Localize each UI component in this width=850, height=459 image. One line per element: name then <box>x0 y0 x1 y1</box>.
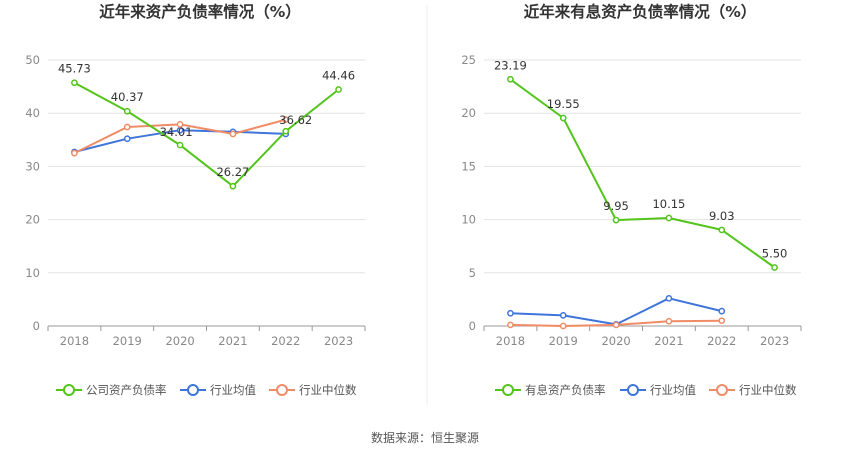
x-tick-label: 2023 <box>324 334 353 348</box>
x-tick-label: 2021 <box>218 334 247 348</box>
data-label: 44.46 <box>322 68 355 82</box>
y-tick-label: 5 <box>469 266 476 280</box>
legend-item-label: 有息资产负债率 <box>525 383 606 397</box>
y-tick-label: 10 <box>461 213 476 227</box>
chart-1: 近年来资产负债率情况（%） 0 10 20 30 40 50 2018 2019 2020 2021… <box>25 2 366 397</box>
y-tick-label: 20 <box>461 106 476 120</box>
y-tick-label: 25 <box>461 53 476 67</box>
data-label: 36.62 <box>279 113 312 127</box>
legend-item-label: 公司资产负债率 <box>86 383 167 397</box>
x-tick-label: 2018 <box>496 334 525 348</box>
y-tick-label: 20 <box>25 213 40 227</box>
x-tick-label: 2019 <box>549 334 578 348</box>
y-tick-label: 50 <box>25 53 40 67</box>
series-1-point <box>176 141 184 149</box>
series-3-point <box>123 123 131 131</box>
y-tick-label: 15 <box>461 159 476 173</box>
series-2-point <box>507 309 514 317</box>
legend-swatch-marker <box>276 384 288 396</box>
y-tick-label: 30 <box>25 159 40 173</box>
x-tick-label: 2022 <box>707 334 736 348</box>
data-label: 19.55 <box>547 97 580 111</box>
x-tick-label: 2018 <box>60 334 89 348</box>
series-1-point <box>559 114 567 122</box>
x-tick-label: 2020 <box>165 334 194 348</box>
chart-title: 近年来有息资产负债率情况（%） <box>524 2 757 21</box>
series-3-point <box>176 121 184 128</box>
series-line-1 <box>509 78 776 269</box>
data-label: 23.19 <box>494 58 527 72</box>
legend-item-label: 行业中位数 <box>739 383 797 397</box>
series-1-point <box>612 216 620 224</box>
series-3-point <box>507 321 514 329</box>
series-line-1 <box>73 81 340 188</box>
x-tick-label: 2019 <box>113 334 142 348</box>
y-tick-label: 10 <box>25 266 40 280</box>
data-label: 40.37 <box>111 90 144 104</box>
series-1-point <box>718 226 726 234</box>
series-3-point <box>71 149 78 157</box>
series-3-point <box>282 116 290 123</box>
y-tick-label: 40 <box>25 106 40 120</box>
x-tick-label: 2020 <box>601 334 630 348</box>
source-note: 数据来源：恒生聚源 <box>371 430 479 445</box>
series-3-point <box>665 317 673 325</box>
series-1-point <box>335 86 342 93</box>
series-1-point <box>665 214 673 222</box>
legend-item-label: 行业均值 <box>650 383 696 397</box>
y-tick-label: 0 <box>33 319 40 333</box>
data-label: 5.50 <box>762 246 788 260</box>
legend-swatch-marker <box>187 384 199 396</box>
legend-swatch-marker <box>502 384 514 396</box>
series-1-point <box>507 75 514 83</box>
chart-2: 近年来有息资产负债率情况（%） 0 5 10 15 20 25 2018 2019 2020 202… <box>461 2 802 397</box>
legend-swatch-marker <box>63 384 75 396</box>
legend-item-label: 行业中位数 <box>299 383 357 397</box>
series-2-point <box>559 312 567 319</box>
x-tick-label: 2023 <box>760 334 789 348</box>
legend-swatch-marker <box>716 384 728 396</box>
y-tick-label: 0 <box>469 319 476 333</box>
series-3-point <box>718 317 726 325</box>
data-label: 26.27 <box>216 165 249 179</box>
legend-item-label: 行业均值 <box>210 383 256 397</box>
series-1-point <box>282 127 290 135</box>
series-3-point <box>559 322 567 330</box>
series-2-point <box>665 294 673 302</box>
series-1-point <box>771 264 778 271</box>
data-label: 10.15 <box>652 197 685 211</box>
series-3-point <box>229 130 237 138</box>
x-tick-label: 2021 <box>654 334 683 348</box>
series-1-point <box>123 107 131 115</box>
data-label: 9.95 <box>603 199 629 213</box>
series-2-point <box>123 135 131 143</box>
data-label: 45.73 <box>58 62 91 76</box>
series-2-point <box>718 307 726 315</box>
legend-swatch-marker <box>627 384 639 396</box>
series-1-point <box>229 182 237 190</box>
series-1-point <box>71 79 78 87</box>
series-3-point <box>612 321 620 329</box>
chart-title: 近年来资产负债率情况（%） <box>99 2 301 21</box>
x-tick-label: 2022 <box>271 334 300 348</box>
data-label: 34.01 <box>160 125 193 139</box>
data-label: 9.03 <box>709 209 735 223</box>
